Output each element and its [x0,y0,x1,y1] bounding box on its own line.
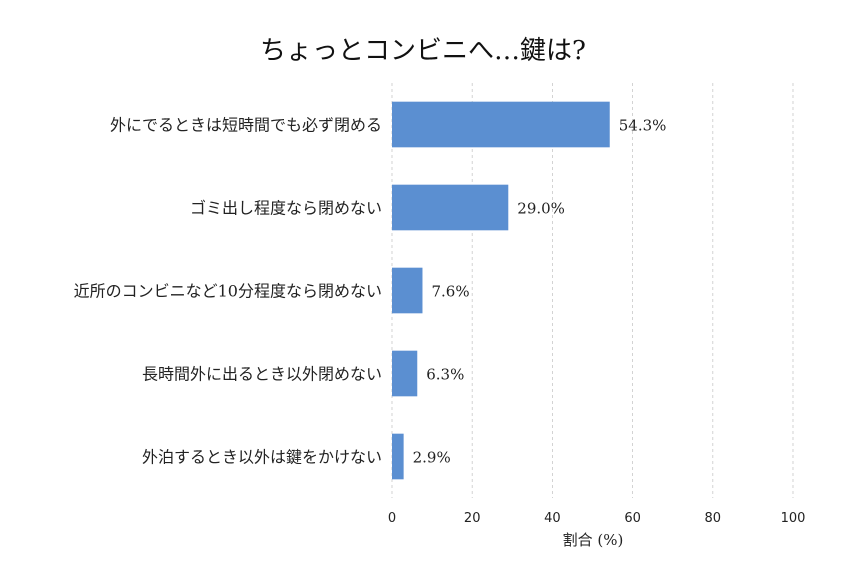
x-tick-label: 100 [781,511,806,526]
category-label: 長時間外に出るとき以外閉めない [142,365,382,384]
bar [392,350,418,397]
x-tick-label: 40 [544,511,561,526]
x-tick-label: 60 [624,511,641,526]
bars [392,101,610,480]
bar [392,433,404,480]
category-label: 外泊するとき以外は鍵をかけない [142,448,382,467]
value-label: 7.6% [431,283,469,301]
x-tick-label: 80 [705,511,722,526]
x-axis-label: 割合 (%) [563,531,624,549]
value-label: 2.9% [413,449,451,467]
category-label: ゴミ出し程度なら閉めない [190,199,382,218]
chart-title: ちょっとコンビニへ…鍵は? [260,36,586,66]
category-label: 外にでるときは短時間でも必ず閉める [110,116,382,135]
category-label: 近所のコンビニなど10分程度なら閉めない [74,282,382,301]
bar [392,267,423,314]
x-tick-label: 0 [388,511,396,526]
bar [392,184,509,231]
value-label: 54.3% [619,117,667,135]
value-label: 29.0% [517,200,565,218]
labels: 0 20 40 60 80 100 外にでるときは短時間でも必ず閉める 54.3% ゴミ出し程度… [74,116,806,527]
x-tick-label: 20 [464,511,481,526]
value-label: 6.3% [426,366,464,384]
bar [392,101,610,148]
